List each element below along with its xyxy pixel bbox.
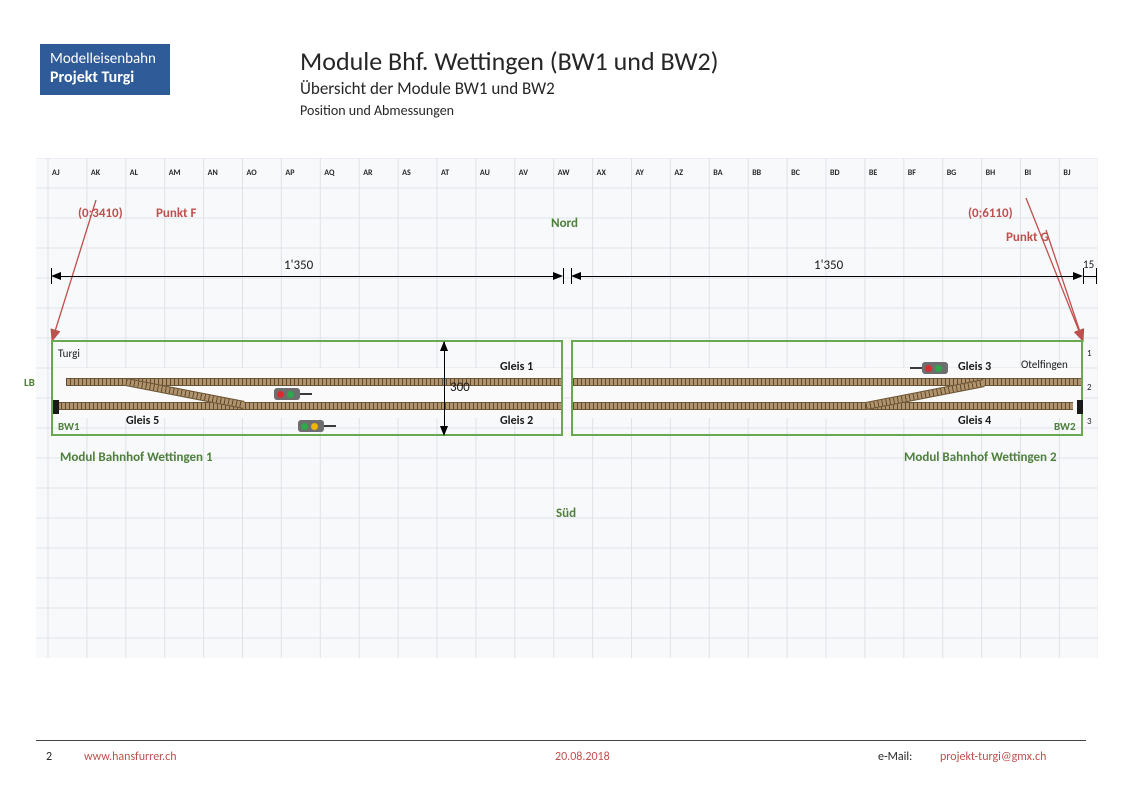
endpoint-right: Otelfingen <box>1021 358 1068 371</box>
arrow-right-icon <box>553 272 563 280</box>
footer-url: www.hansfurrer.ch <box>84 750 177 764</box>
label-gleis3: Gleis 3 <box>958 360 991 374</box>
track-gleis3-right <box>573 378 1081 386</box>
row-num: 3 <box>1087 416 1092 427</box>
page-title: Module Bhf. Wettingen (BW1 und BW2) <box>300 45 719 77</box>
track-gleis4-right <box>573 402 1073 410</box>
point-g-coord: (0;6110) <box>968 206 1013 221</box>
arrow-left-icon <box>51 272 61 280</box>
dim-span-left-val: 1'350 <box>284 258 313 273</box>
module-left-caption: Modul Bahnhof Wettingen 1 <box>60 450 213 465</box>
label-gleis1: Gleis 1 <box>500 360 533 374</box>
module-left-code: BW1 <box>58 420 80 433</box>
module-right-code: BW2 <box>1054 420 1076 433</box>
signal-right <box>922 362 948 374</box>
dim-span-right <box>573 276 1081 277</box>
badge-line2: Projekt Turgi <box>50 68 156 87</box>
dim-gap <box>1084 276 1096 277</box>
point-f-name: Punkt F <box>156 206 196 221</box>
footer-page: 2 <box>46 750 52 764</box>
row-num: 2 <box>1087 382 1092 393</box>
footer-date: 20.08.2018 <box>555 750 610 764</box>
badge-line1: Modelleisenbahn <box>50 50 156 68</box>
diagram-grid: AJAKALAMANAOAPAQARASATAUAVAWAXAYAZBABBBC… <box>36 158 1098 658</box>
arrow-right-icon <box>1073 272 1083 280</box>
signal-left-upper <box>274 388 300 400</box>
bumper-left <box>53 400 59 414</box>
footer-email-label: e-Mail: <box>878 750 912 764</box>
point-f-coord: (0;3410) <box>78 206 123 221</box>
footer-email: projekt-turgi@gmx.ch <box>940 750 1046 764</box>
label-gleis4: Gleis 4 <box>958 414 991 428</box>
arrow-down-icon <box>440 426 448 436</box>
arrow-left-icon <box>571 272 581 280</box>
endpoint-left: Turgi <box>58 347 80 360</box>
trackbed-right <box>573 368 1081 418</box>
label-gleis5: Gleis 5 <box>126 414 159 428</box>
dim-gap-val: 15 <box>1083 258 1094 271</box>
row-num: 1 <box>1087 348 1092 359</box>
dim-tick <box>563 268 564 284</box>
dim-tick <box>1096 268 1097 284</box>
module-right-caption: Modul Bahnhof Wettingen 2 <box>904 450 1057 465</box>
dim-span-right-val: 1'350 <box>814 258 843 273</box>
project-badge: Modelleisenbahn Projekt Turgi <box>40 44 170 95</box>
footer-rule <box>36 740 1086 741</box>
point-g-name: Punkt G <box>1006 230 1049 245</box>
dim-span-left <box>53 276 561 277</box>
label-gleis2: Gleis 2 <box>500 414 533 428</box>
dim-height-val: 300 <box>450 380 470 395</box>
signal-left-lower <box>298 420 324 432</box>
page-subtitle: Übersicht der Module BW1 und BW2 <box>300 78 555 99</box>
arrow-up-icon <box>440 341 448 351</box>
track-gleis2-left <box>53 402 561 410</box>
dim-height-line <box>444 342 445 434</box>
page-subsubtitle: Position und Abmessungen <box>300 102 454 119</box>
bumper-right <box>1077 400 1083 414</box>
left-edge-label: LB <box>24 376 35 389</box>
